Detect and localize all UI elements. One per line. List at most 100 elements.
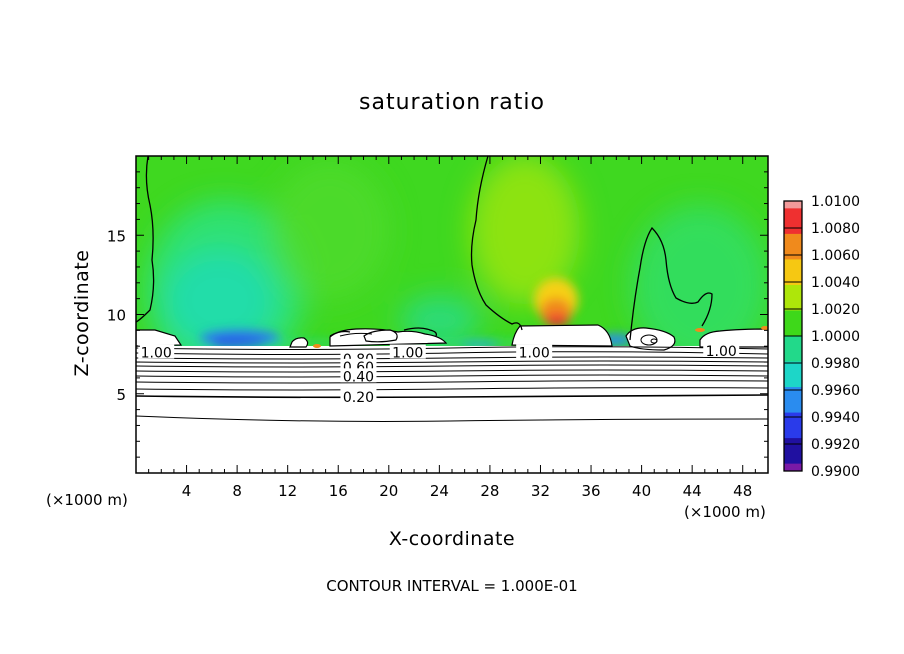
x-tick-label: 4: [182, 482, 192, 500]
colorbar-label: 0.9980: [811, 356, 860, 372]
field-smooth-regions: [145, 156, 768, 346]
chart-title: saturation ratio: [359, 90, 545, 115]
x-tick-label: 32: [531, 482, 550, 500]
colorbar-segment: [784, 233, 802, 260]
y-axis: 5 10 15: [107, 171, 768, 458]
contour-label-bg: [389, 344, 426, 359]
field-light-region-1: [270, 160, 390, 300]
colorbar-label: 1.0000: [811, 329, 860, 345]
colorbar-label: 1.0040: [811, 275, 860, 291]
contour-interval-note: CONTOUR INTERVAL = 1.000E-01: [326, 577, 578, 595]
colorbar-segment: [784, 387, 802, 414]
orange-spot-2: [695, 328, 705, 332]
strat-line-11: [136, 415, 768, 422]
cloud-blobs: [136, 324, 768, 351]
y-tick-label: 15: [107, 227, 126, 245]
strat-line-4: [136, 360, 768, 364]
colorbar-label: 0.9920: [811, 437, 860, 453]
contour-label-bg: [138, 344, 175, 359]
x-tick-label: 16: [329, 482, 348, 500]
field-yellow-region: [470, 156, 580, 305]
x-tick-label: 28: [480, 482, 499, 500]
contour-label-layer: 1.000.801.000.600.401.001.000.20: [138, 342, 740, 406]
cloud-blob-right-1: [625, 327, 676, 351]
x-tick-label: 24: [430, 482, 449, 500]
x-axis: 4 8 12 16 20 24 28 32 36 40 44 48: [148, 156, 756, 500]
strat-line-9: [136, 387, 768, 391]
colorbar-segment: [784, 284, 802, 311]
x-axis-label: X-coordinate: [388, 528, 516, 550]
cloud-detail-ring-2: [650, 338, 658, 344]
colorbar: 1.0100 1.0080 1.0060 1.0040 1.0020 1.0000 0.99…: [783, 194, 860, 480]
colorbar-segment: [784, 463, 802, 472]
orange-spot-3: [761, 326, 768, 330]
cloud-blob-left: [136, 329, 183, 347]
contour-bump-2: [403, 327, 438, 337]
field-red-core: [545, 314, 569, 326]
contour-label: 1.00: [519, 346, 550, 362]
field-contours: [136, 156, 713, 341]
colorbar-label: 0.9900: [811, 464, 860, 480]
cloud-blob-center: [511, 324, 613, 347]
colorbar-label: 0.9960: [811, 383, 860, 399]
cloud-detail-line-1: [339, 332, 373, 337]
strat-line-10: [136, 394, 768, 399]
colorbar-segment: [784, 412, 802, 439]
strat-line-7: [136, 374, 768, 378]
x-tick-label: 12: [278, 482, 297, 500]
cloud-blob-small-1: [289, 337, 309, 348]
x-unit-left: (×1000 m): [46, 491, 128, 509]
x-tick-label: 40: [632, 482, 651, 500]
contour-label: 1.00: [141, 346, 172, 362]
y-axis-label: Z-coordinate: [71, 249, 93, 377]
x-tick-label: 48: [733, 482, 752, 500]
y-tick-label: 5: [116, 386, 126, 404]
strat-line-2: [136, 351, 768, 355]
colorbar-segment: [784, 310, 802, 337]
x-unit-right: (×1000 m): [684, 503, 766, 521]
contour-right-plume: [629, 226, 713, 341]
colorbar-label: 1.0080: [811, 221, 860, 237]
contour-label-bg: [516, 344, 553, 359]
contour-label-bg: [340, 368, 377, 383]
y-tick-label: 10: [107, 307, 126, 325]
strat-line-3: [136, 356, 768, 360]
orange-highlights: [313, 326, 768, 348]
contour-label: 0.40: [343, 369, 374, 385]
strat-line-8: [136, 380, 768, 384]
cloud-details: [339, 332, 658, 346]
strat-line-1: [136, 346, 768, 350]
strat-line-5: [136, 364, 768, 368]
colorbar-label: 0.9940: [811, 410, 860, 426]
field-cyan-region-right: [630, 205, 768, 346]
cloud-blob-mid-2: [363, 329, 398, 343]
stratified-contours: [136, 346, 768, 422]
x-tick-label: 8: [232, 482, 242, 500]
contour-label: 0.20: [343, 390, 374, 406]
field-cyan-region-left-core: [165, 250, 275, 346]
colorbar-label: 1.0100: [811, 194, 860, 210]
plot-area: 1.000.801.000.600.401.001.000.20: [136, 156, 768, 473]
x-tick-label: 20: [379, 482, 398, 500]
colorbar-segment: [784, 361, 802, 388]
colorbar-segment: [784, 438, 802, 465]
contour-center-plume: [470, 156, 523, 331]
orange-spot-1: [313, 344, 321, 348]
colorbar-segment: [784, 201, 802, 209]
colorbar-segment: [784, 208, 802, 235]
strat-line-6: [136, 369, 768, 373]
contour-label-bg: [340, 388, 377, 403]
colorbar-label: 1.0060: [811, 248, 860, 264]
contour-label: 1.00: [706, 344, 737, 360]
contour-bump-1: [329, 330, 351, 337]
x-tick-label: 36: [581, 482, 600, 500]
contour-label-bg: [703, 342, 740, 357]
colorbar-label: 1.0020: [811, 302, 860, 318]
x-tick-label: 44: [683, 482, 702, 500]
contour-left-wall: [136, 156, 155, 323]
colorbar-segment: [784, 259, 802, 286]
colorbar-segment: [784, 336, 802, 363]
contour-label: 1.00: [392, 346, 423, 362]
